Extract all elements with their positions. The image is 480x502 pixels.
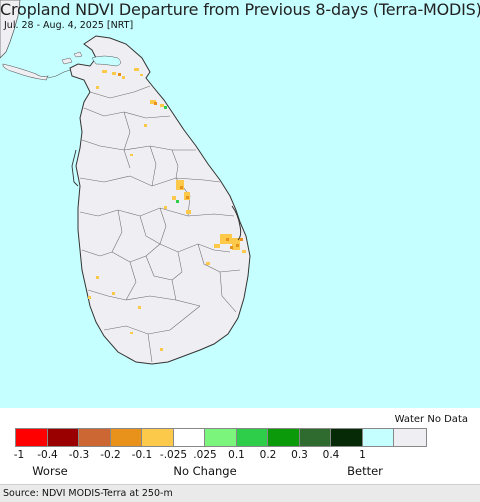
sri-lanka-island: [69, 35, 251, 365]
sri-lanka-map: [0, 0, 251, 365]
legend-swatch: [362, 429, 394, 446]
legend-tick-label: -0.4: [37, 449, 58, 461]
legend-swatch: [331, 429, 363, 446]
adams-bridge: [47, 69, 71, 79]
legend-color-bar: [15, 428, 427, 447]
legend-tick-label: 0.3: [291, 449, 308, 461]
islet: [73, 51, 83, 58]
legend-tick-label: -0.2: [100, 449, 121, 461]
legend-tick-label: -0.3: [68, 449, 90, 461]
kalpitiya: [71, 149, 79, 187]
legend-worse-label: Worse: [32, 464, 68, 478]
legend-swatch: [47, 429, 79, 446]
legend-swatch: [110, 429, 142, 446]
legend-tick-label: -1: [13, 449, 25, 461]
legend-better-label: Better: [347, 464, 383, 478]
legend-tick-label: 0.2: [259, 449, 277, 461]
legend-swatch: [299, 429, 331, 446]
legend-tick-label: 0.1: [228, 449, 245, 461]
legend-swatch: [173, 429, 205, 446]
legend-swatch: [268, 429, 300, 446]
district-boundaries: [79, 85, 241, 363]
ndvi-decline-patches: [88, 68, 246, 351]
map-area: [0, 0, 480, 408]
legend-tick-label: 1: [359, 449, 366, 461]
legend-tick-label: .025: [193, 449, 217, 461]
source-text: Source: NDVI MODIS-Terra at 250-m: [3, 488, 173, 499]
legend-tick-label: -0.1: [131, 449, 153, 461]
water-no-data-label: Water No Data: [394, 414, 468, 425]
legend-swatch: [16, 429, 48, 446]
legend-tick-label: 0.4: [322, 449, 340, 461]
legend-swatch: [205, 429, 237, 446]
legend-swatch: [236, 429, 268, 446]
map-title: Cropland NDVI Departure from Previous 8-…: [0, 0, 480, 19]
jaffna-lagoon: [91, 55, 121, 67]
legend-swatch: [142, 429, 174, 446]
islet: [61, 57, 73, 65]
legend-no-change-label: No Change: [173, 464, 237, 478]
source-bar: Source: NDVI MODIS-Terra at 250-m: [0, 484, 480, 502]
legend-swatch: [79, 429, 111, 446]
legend-tick-label: -.025: [159, 449, 188, 461]
date-range: Jul. 28 - Aug. 4, 2025 [NRT]: [4, 20, 134, 31]
legend-swatch: [394, 429, 426, 446]
rameswaram-island: [2, 63, 49, 81]
batticaloa-lagoon: [231, 205, 242, 241]
india-coast: [0, 0, 21, 59]
